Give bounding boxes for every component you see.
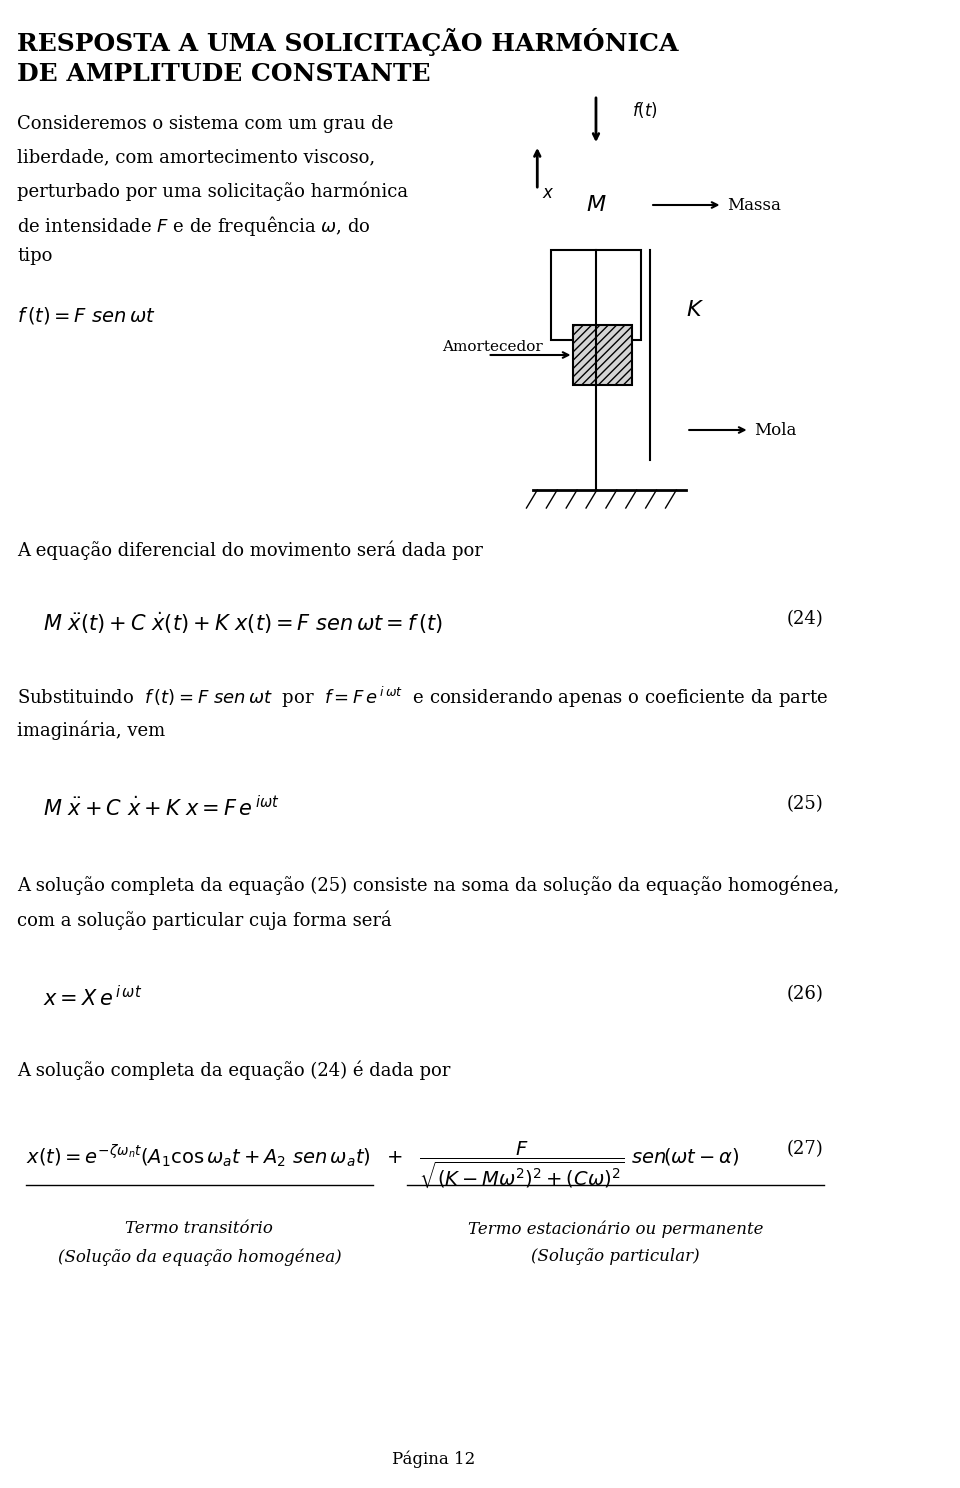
Text: $f\,(t) = F\ \mathit{sen}\,\omega t$: $f\,(t) = F\ \mathit{sen}\,\omega t$ bbox=[17, 305, 156, 326]
Text: A equação diferencial do movimento será dada por: A equação diferencial do movimento será … bbox=[17, 540, 483, 559]
Text: (Solução da equação homogénea): (Solução da equação homogénea) bbox=[58, 1248, 341, 1265]
Text: (27): (27) bbox=[787, 1140, 824, 1158]
Text: $x = X\,e^{\,i\,\omega t}$: $x = X\,e^{\,i\,\omega t}$ bbox=[43, 985, 143, 1010]
Text: $x$: $x$ bbox=[541, 185, 554, 202]
Text: Página 12: Página 12 bbox=[392, 1449, 475, 1467]
Text: liberdade, com amortecimento viscoso,: liberdade, com amortecimento viscoso, bbox=[17, 147, 375, 167]
Text: (Solução particular): (Solução particular) bbox=[531, 1248, 700, 1265]
Text: Mola: Mola bbox=[754, 421, 797, 439]
Text: Termo estacionário ou permanente: Termo estacionário ou permanente bbox=[468, 1220, 763, 1238]
Text: $M\ \ddot{x} + C\ \dot{x} + K\ x = F\,e^{\,i\omega t}$: $M\ \ddot{x} + C\ \dot{x} + K\ x = F\,e^… bbox=[43, 795, 280, 820]
Text: $K$: $K$ bbox=[686, 299, 705, 321]
Text: Consideremos o sistema com um grau de: Consideremos o sistema com um grau de bbox=[17, 115, 394, 132]
Text: DE AMPLITUDE CONSTANTE: DE AMPLITUDE CONSTANTE bbox=[17, 62, 431, 86]
Text: de intensidade $F$ e de frequência $\omega$, do: de intensidade $F$ e de frequência $\ome… bbox=[17, 214, 372, 238]
Text: Substituindo  $f\,(t) = F\ \mathit{sen}\,\omega t$  por  $f = F\,e^{\,i\,\omega : Substituindo $f\,(t) = F\ \mathit{sen}\,… bbox=[17, 684, 828, 710]
Text: $f(t)$: $f(t)$ bbox=[632, 100, 658, 121]
Text: A solução completa da equação (25) consiste na soma da solução da equação homogé: A solução completa da equação (25) consi… bbox=[17, 875, 840, 894]
Text: (26): (26) bbox=[786, 985, 824, 1003]
Text: $M$: $M$ bbox=[586, 193, 607, 216]
Text: $x(t) = e^{-\zeta\omega_n t}\left(A_1\cos\omega_a t + A_2\ \mathit{sen}\,\omega_: $x(t) = e^{-\zeta\omega_n t}\left(A_1\co… bbox=[26, 1140, 739, 1190]
Text: (25): (25) bbox=[787, 795, 824, 812]
Text: A solução completa da equação (24) é dada por: A solução completa da equação (24) é dad… bbox=[17, 1059, 450, 1079]
Text: Massa: Massa bbox=[727, 196, 780, 213]
Text: Amortecedor: Amortecedor bbox=[443, 339, 543, 354]
Text: perturbado por uma solicitação harmónica: perturbado por uma solicitação harmónica bbox=[17, 182, 408, 201]
Bar bbox=[551, 250, 641, 339]
Text: Termo transitório: Termo transitório bbox=[126, 1220, 274, 1237]
Text: tipo: tipo bbox=[17, 247, 53, 265]
Text: imaginária, vem: imaginária, vem bbox=[17, 720, 165, 740]
Text: RESPOSTA A UMA SOLICITAÇÃO HARMÓNICA: RESPOSTA A UMA SOLICITAÇÃO HARMÓNICA bbox=[17, 28, 679, 57]
Text: com a solução particular cuja forma será: com a solução particular cuja forma será bbox=[17, 911, 392, 930]
Text: $M\ \ddot{x}(t) + C\ \dot{x}(t) + K\ x(t) = F\ \mathit{sen}\,\omega t = f\,(t)$: $M\ \ddot{x}(t) + C\ \dot{x}(t) + K\ x(t… bbox=[43, 610, 444, 635]
Bar bbox=[573, 324, 632, 385]
Text: (24): (24) bbox=[787, 610, 824, 628]
